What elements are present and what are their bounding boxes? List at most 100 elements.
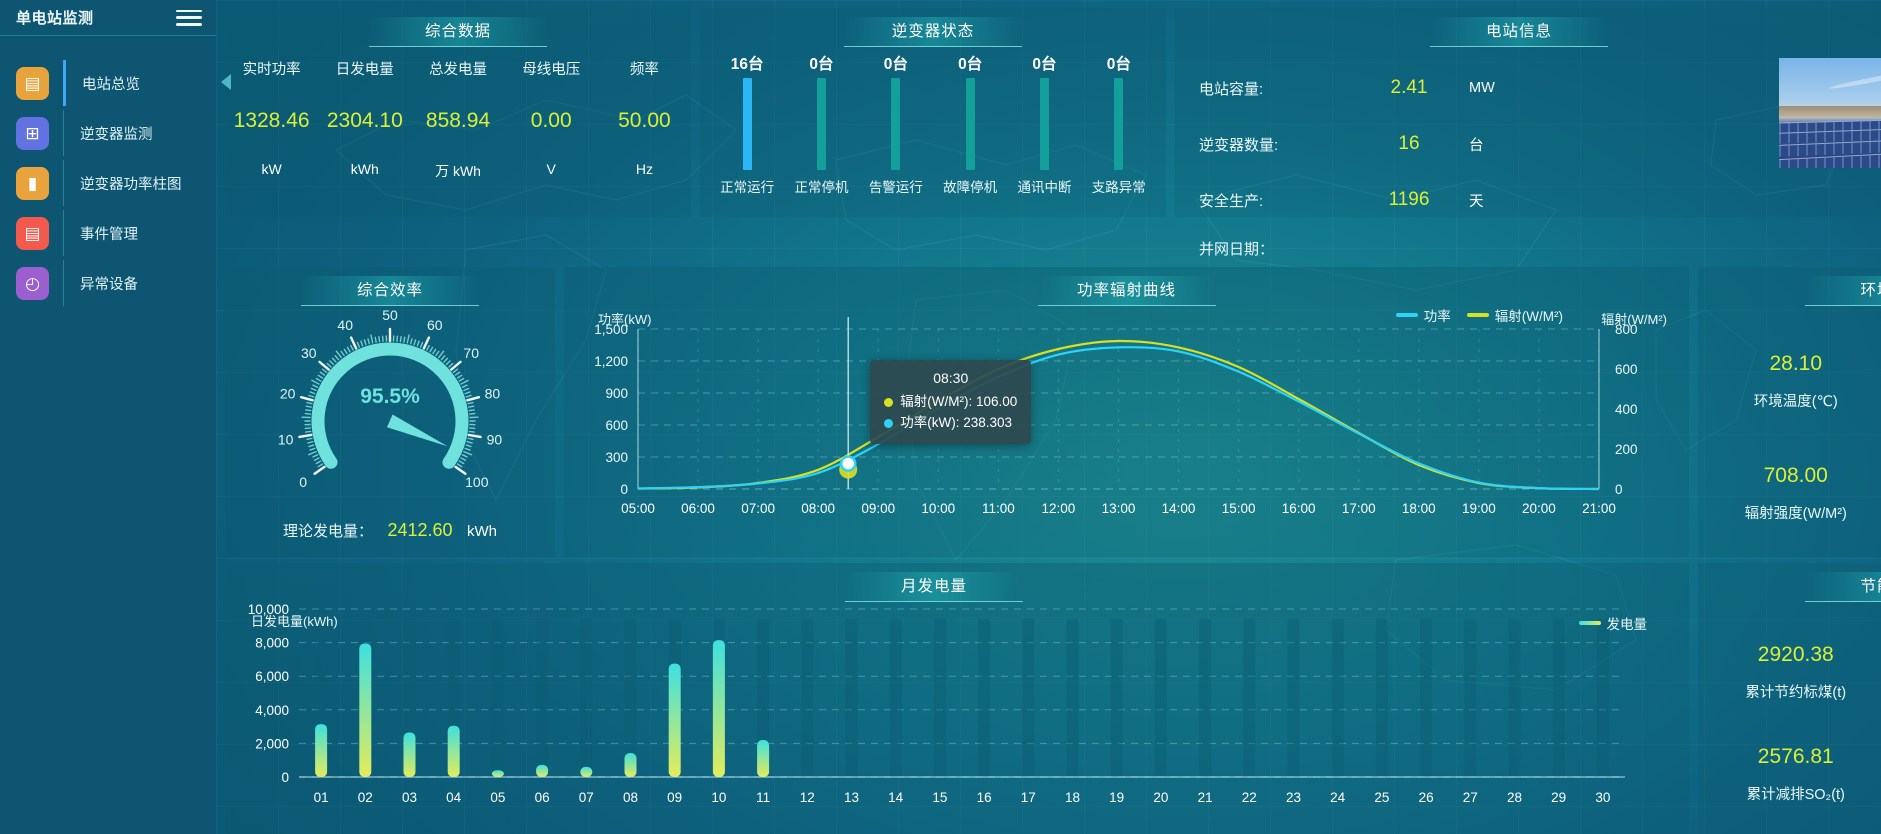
legend-item-generation[interactable]: 发电量 — [1578, 613, 1647, 633]
station-info-inverter-count: 逆变器数量: 16 台 — [1199, 116, 1639, 172]
sidebar-item-label: 事件管理 — [80, 226, 138, 243]
metric-daily-energy: 日发电量 2304.10 kWh — [318, 58, 411, 181]
legend-item-power[interactable]: 功率 — [1395, 305, 1451, 325]
sidebar-item-inverter-monitor[interactable]: ⊞ 逆变器监测 — [0, 108, 216, 158]
svg-text:21:00: 21:00 — [1582, 501, 1616, 516]
status-bar — [1114, 78, 1124, 170]
svg-text:23: 23 — [1286, 790, 1301, 805]
svg-text:03: 03 — [402, 790, 417, 805]
svg-text:0: 0 — [1615, 482, 1623, 497]
svg-text:08: 08 — [623, 790, 638, 805]
svg-text:04: 04 — [446, 790, 462, 805]
svg-text:30: 30 — [301, 345, 317, 361]
gauge-value: 95.5% — [360, 385, 420, 408]
svg-text:16: 16 — [977, 790, 992, 805]
svg-text:12:00: 12:00 — [1042, 501, 1076, 516]
inverter-status-comm-lost[interactable]: 0台 通讯中断 — [1007, 52, 1081, 207]
inverter-status-bars: 16台 正常运行 0台 正常停机 0台 告警运行 — [710, 52, 1156, 207]
panel-efficiency: 综合效率 0 10 20 30 40 50 60 70 80 90 100 95.5% 理论发电量：… — [225, 267, 555, 557]
prev-arrow-icon[interactable] — [221, 74, 231, 90]
svg-text:60: 60 — [427, 317, 443, 333]
inverter-status-normal-stop[interactable]: 0台 正常停机 — [784, 52, 858, 207]
svg-text:16:00: 16:00 — [1282, 501, 1316, 516]
line-chart-svg[interactable]: 0 300 600 900 1,200 1,500 0 200 400 600 800 05:00 06… — [564, 267, 1689, 557]
panel-background — [1698, 267, 1881, 557]
y2-axis-label: 辐射(W/M²) — [1601, 312, 1667, 327]
metric-label: 辐射强度(W/M²) — [1744, 505, 1847, 522]
metric-value: 2920.38 — [1757, 642, 1834, 666]
sidebar-item-overview[interactable]: ▤ 电站总览 — [0, 58, 216, 108]
sidebar-item-event-management[interactable]: ▤ 事件管理 — [0, 208, 216, 258]
inverter-status-branch-abnormal[interactable]: 0台 支路异常 — [1082, 52, 1156, 207]
panel-title: 功率辐射曲线 — [1037, 276, 1216, 306]
svg-text:05:00: 05:00 — [621, 501, 655, 516]
inverter-status-alarm-run[interactable]: 0台 告警运行 — [859, 52, 933, 207]
svg-text:17: 17 — [1021, 790, 1036, 805]
nav-divider — [63, 110, 64, 156]
svg-text:27: 27 — [1463, 790, 1478, 805]
svg-text:4,000: 4,000 — [255, 703, 289, 718]
status-bar — [816, 78, 826, 170]
hamburger-icon[interactable] — [176, 8, 202, 28]
y-axis-label: 日发电量(kWh) — [251, 614, 338, 629]
panel-energy-saving: 节能减排 2920.38 累计节约标煤(t) 7283.77 累计减排CO₂(t… — [1698, 563, 1881, 834]
metric-unit: Hz — [635, 161, 653, 177]
inverter-status-fault-stop[interactable]: 0台 故障停机 — [933, 52, 1007, 207]
panel-comprehensive-data: 综合数据 实时功率 1328.46 kW 日发电量 2304.10 kWh 总发… — [221, 8, 691, 217]
panel-background — [225, 563, 1689, 834]
gauge-svg: 0 10 20 30 40 50 60 70 80 90 100 — [278, 309, 503, 490]
svg-text:0: 0 — [299, 474, 307, 490]
svg-text:09:00: 09:00 — [861, 501, 895, 516]
info-value: 2.41 — [1390, 77, 1428, 98]
environment-metrics: 28.10 环境温度(℃) 36.00 组件温度(℃) 708.00 辐射强度(… — [1698, 325, 1881, 549]
status-count: 0台 — [883, 56, 908, 73]
inverter-status-normal-run[interactable]: 16台 正常运行 — [710, 52, 784, 207]
svg-text:600: 600 — [1615, 362, 1638, 377]
bar-chart-svg[interactable]: 0 2,000 4,000 6,000 8,000 10,000 01 02 03 04 05 06 0… — [225, 563, 1689, 834]
panel-title: 环境数据 — [1804, 276, 1881, 306]
sidebar-item-label: 异常设备 — [80, 276, 138, 293]
svg-text:80: 80 — [485, 386, 501, 402]
svg-text:50: 50 — [382, 309, 398, 323]
metric-label: 环境温度(℃) — [1753, 393, 1838, 410]
comprehensive-metrics: 实时功率 1328.46 kW 日发电量 2304.10 kWh 总发电量 85… — [225, 58, 691, 181]
panel-inverter-status: 逆变器状态 16台 正常运行 0台 正常停机 0台 — [700, 8, 1166, 217]
tooltip-dot — [884, 418, 894, 428]
tooltip-text: 辐射(W/M²): 106.00 — [900, 393, 1018, 409]
metric-value: 0.00 — [530, 109, 572, 132]
svg-text:2,000: 2,000 — [255, 736, 289, 751]
svg-text:18: 18 — [1065, 790, 1080, 805]
sidebar-item-abnormal-device[interactable]: ◴ 异常设备 — [0, 258, 216, 308]
sidebar-item-inverter-power-chart[interactable]: ▮ 逆变器功率柱图 — [0, 158, 216, 208]
status-count: 16台 — [730, 56, 764, 73]
monitor-icon: ⊞ — [16, 116, 49, 150]
status-label: 告警运行 — [868, 180, 923, 195]
svg-text:09: 09 — [667, 790, 682, 805]
status-count: 0台 — [809, 56, 834, 73]
env-ambient-temperature: 28.10 环境温度(℃) — [1698, 325, 1881, 437]
sidebar: 单电站监测 ▤ 电站总览 ⊞ 逆变器监测 ▮ 逆变器功率柱图 ▤ — [0, 0, 216, 834]
svg-text:07:00: 07:00 — [741, 501, 775, 516]
svg-text:10,000: 10,000 — [248, 602, 289, 617]
svg-text:05: 05 — [490, 790, 505, 805]
panel-background — [700, 8, 1166, 217]
footer-label: 理论发电量： — [283, 523, 374, 540]
metric-value: 2576.81 — [1757, 745, 1834, 769]
legend-item-irradiance[interactable]: 辐射(W/M²) — [1466, 305, 1563, 325]
info-unit: 天 — [1469, 193, 1484, 210]
svg-text:70: 70 — [463, 345, 479, 361]
svg-text:01: 01 — [314, 790, 329, 805]
svg-text:20:00: 20:00 — [1522, 501, 1556, 516]
status-label: 故障停机 — [943, 180, 998, 195]
status-bar — [1039, 78, 1049, 170]
info-value: 16 — [1398, 133, 1420, 154]
svg-text:12: 12 — [800, 790, 815, 805]
svg-text:10:00: 10:00 — [921, 501, 955, 516]
svg-text:30: 30 — [1595, 790, 1610, 805]
saving-so2-reduction: 2576.81 累计减排SO₂(t) — [1698, 724, 1881, 827]
tooltip-dot — [884, 397, 894, 407]
svg-text:13: 13 — [844, 790, 859, 805]
svg-text:14:00: 14:00 — [1162, 501, 1196, 516]
svg-text:26: 26 — [1419, 790, 1434, 805]
svg-text:21: 21 — [1198, 790, 1213, 805]
